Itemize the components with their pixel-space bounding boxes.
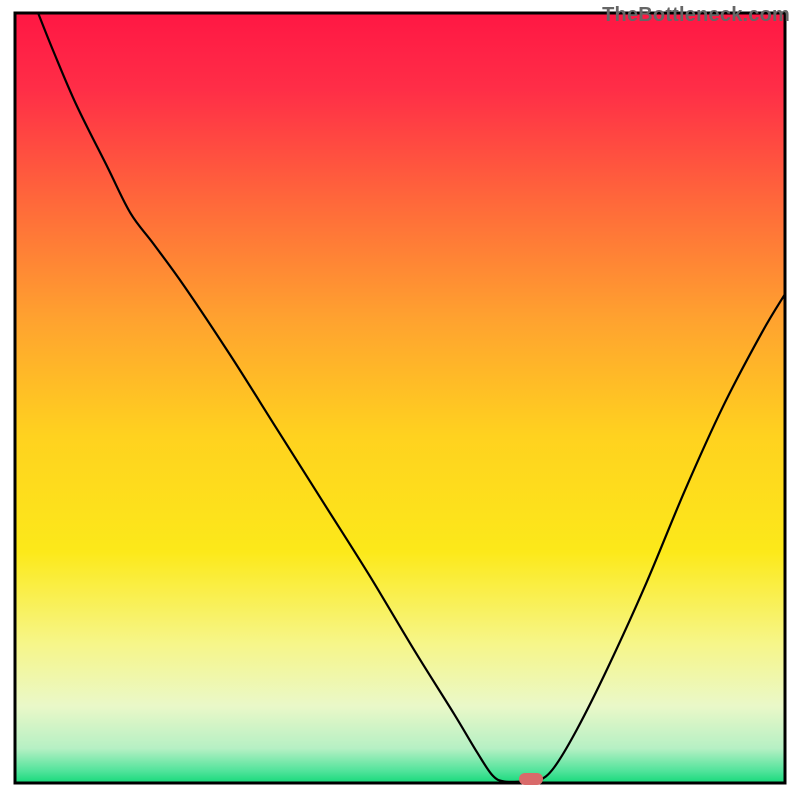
watermark-text: TheBottleneck.com <box>602 4 790 27</box>
gradient-background <box>15 13 785 783</box>
optimal-marker <box>519 773 543 785</box>
bottleneck-curve-chart <box>0 0 800 800</box>
chart-container: TheBottleneck.com <box>0 0 800 800</box>
